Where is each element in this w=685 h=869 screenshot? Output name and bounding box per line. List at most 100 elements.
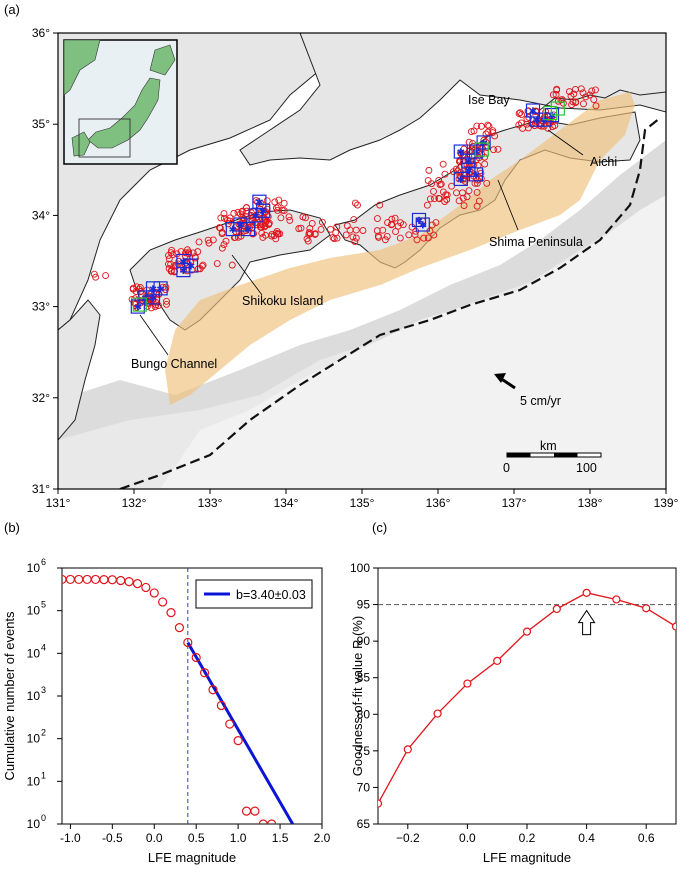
lfe-event-marker (250, 230, 258, 238)
grid-cell-star: ✱ (149, 293, 157, 304)
lfe-event-marker (226, 217, 234, 225)
lfe-event-marker (425, 166, 433, 174)
grid-cell-blue (461, 162, 476, 177)
grid-cell-star: ✱ (244, 225, 252, 236)
grid-cell-green (474, 142, 489, 157)
lfe-event-marker (524, 124, 532, 132)
map-y-tick-label: 35° (32, 117, 50, 131)
grid-cell-star: ✱ (464, 157, 472, 168)
lfe-event-marker (544, 124, 552, 132)
grid-cell-green (132, 297, 147, 312)
lfe-event-marker (387, 221, 395, 229)
map-x-tick-label: 134° (274, 496, 299, 510)
grid-cell-blue (453, 144, 468, 159)
panel-c-point (522, 627, 532, 636)
lfe-event-marker (259, 233, 267, 241)
grid-cell-blue (415, 217, 430, 232)
panel-c-point (552, 604, 561, 614)
lfe-event-marker (271, 198, 279, 206)
lfe-event-marker (426, 195, 434, 203)
grid-cell-blue (468, 167, 484, 182)
abyssal-plain (160, 195, 666, 489)
grid-cell-star: ✱ (259, 207, 267, 218)
lfe-event-marker (481, 160, 489, 168)
lfe-event-marker (430, 187, 437, 195)
panel-b-point (199, 668, 210, 678)
lfe-event-marker (161, 286, 169, 294)
label-aichi: Aichi (590, 155, 617, 169)
lfe-event-marker (375, 233, 383, 241)
lfe-event-marker (248, 209, 255, 217)
lfe-event-marker (391, 214, 399, 222)
lfe-event-marker (342, 231, 350, 239)
lfe-event-marker (383, 233, 391, 240)
panel-b-y-tick-exponent: 1 (41, 770, 46, 780)
grid-cell-star: ✱ (457, 175, 465, 186)
lfe-event-marker (220, 241, 228, 249)
panel-c-point (671, 622, 676, 631)
panel-c-y-tick-label: 75 (357, 744, 371, 758)
panel-b-point (141, 582, 151, 593)
panel-b-x-tick-label: 0.5 (188, 831, 205, 845)
grid-cell-star: ✱ (187, 262, 195, 273)
plate-motion-arrow (494, 373, 516, 390)
lfe-event-marker (392, 228, 399, 236)
grid-cell-blue (468, 144, 484, 159)
grid-cell-green (543, 105, 558, 121)
lfe-event-marker (165, 255, 173, 263)
grid-cell-star: ✱ (149, 284, 157, 295)
lfe-event-marker (376, 201, 384, 209)
map-x-tick-label: 135° (350, 496, 375, 510)
lfe-event-marker (396, 234, 404, 242)
lfe-event-marker (90, 270, 98, 278)
lfe-event-marker (515, 121, 523, 129)
panel-c-chart: −0.2 0.0 0.2 0.4 0.6 65 70 75 80 85 90 95 100 LFE ma… (350, 561, 677, 865)
aichi-leader (547, 129, 584, 156)
lfe-event-marker (432, 219, 440, 226)
lfe-event-marker (295, 225, 303, 233)
lfe-event-marker (460, 174, 468, 182)
lfe-event-marker (436, 181, 444, 189)
panel-c-point (612, 595, 621, 604)
grid-cell-blue (240, 221, 256, 237)
grid-cell-markers: ✱✱ ✱✱ ✱✱ ✱✱✱ ✱ ✱✱ ✱✱✱✱✱✱ ✱✱✱✱✱✱ ✱ ✱✱ (130, 101, 565, 314)
panel-b-y-tick-exponent: 5 (41, 600, 46, 610)
lfe-event-marker (137, 288, 144, 296)
grid-cell-star: ✱ (134, 303, 142, 314)
panel-b-point (216, 700, 226, 711)
lfe-event-marker (430, 231, 438, 239)
lfe-event-marker (465, 187, 473, 195)
panel-b-point (166, 608, 176, 618)
lfe-event-marker (490, 146, 497, 154)
lfe-event-marker (167, 266, 175, 274)
lfe-event-marker (236, 210, 244, 218)
grid-cell-blue (256, 203, 271, 218)
lfe-event-marker (242, 204, 250, 212)
lfe-event-marker (384, 219, 391, 227)
panel-c-frame (377, 567, 677, 825)
lfe-event-marker (516, 109, 524, 117)
panel-b-x-tick-label: 1.0 (230, 831, 247, 845)
panel-c-x-tick-label: −0.2 (396, 831, 420, 845)
lfe-event-marker (586, 91, 594, 99)
map-y-tick-label: 32° (32, 391, 50, 405)
grid-cell-blue (252, 194, 267, 209)
lfe-event-marker (195, 238, 203, 246)
lfe-event-marker (373, 215, 381, 223)
lfe-event-marker (590, 96, 598, 104)
lfe-event-marker (482, 130, 490, 138)
lfe-event-marker (463, 193, 471, 201)
grid-cell-blue (248, 208, 263, 223)
lfe-event-marker (306, 224, 314, 232)
lfe-event-marker (299, 213, 307, 221)
lfe-event-marker (441, 170, 449, 178)
panel-b-point (233, 736, 243, 746)
grid-cell-blue (461, 153, 476, 168)
panel-b-legend-label: b=3.40±0.03 (236, 588, 306, 602)
scale-bar-start: 0 (503, 461, 510, 475)
grid-cell-blue (130, 299, 145, 314)
lfe-event-marker (277, 214, 285, 222)
lfe-event-marker (168, 246, 176, 254)
